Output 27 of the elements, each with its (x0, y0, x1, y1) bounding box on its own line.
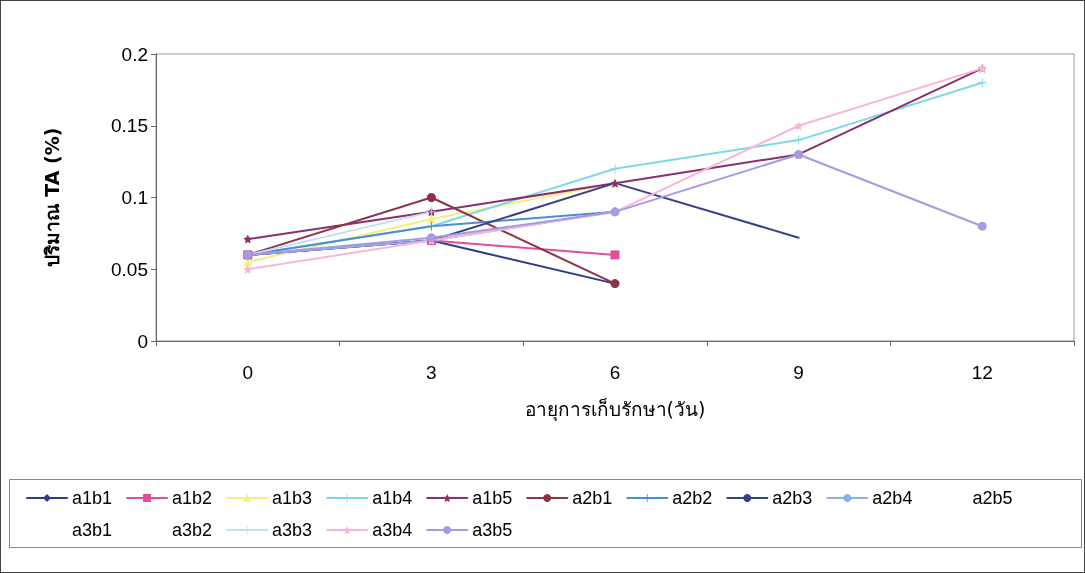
legend-label: a1b5 (472, 488, 513, 508)
legend-label: a3b4 (372, 520, 413, 540)
y-tick-label: 0.15 (111, 115, 148, 137)
x-tick-label: 12 (971, 362, 993, 383)
x-tick-label: 0 (242, 362, 254, 383)
text: a2b5 (972, 488, 1013, 508)
y-tick-label: 0.1 (121, 187, 148, 208)
x-axis-title: อายุการเก็บรักษา(วัน) (524, 396, 706, 422)
legend-label: a1b4 (372, 488, 413, 508)
legend-label: a3b5 (472, 520, 513, 540)
legend-label: a1b2 (172, 488, 213, 508)
x-tick-label: 6 (609, 362, 621, 383)
legend-label: a2b2 (672, 488, 713, 508)
legend-label: a3b3 (272, 520, 313, 540)
legend-label: a2b3 (772, 488, 813, 508)
y-tick-label: 0.2 (121, 43, 148, 65)
text: a3b1 (72, 520, 113, 540)
legend-label: a1b3 (272, 488, 313, 508)
y-tick-label: 0.05 (111, 258, 148, 280)
legend-label: a2b4 (872, 488, 913, 508)
y-axis-title: ปริมาณ TA (%) (40, 127, 63, 268)
y-tick-label: 0 (137, 330, 148, 352)
text: a3b2 (172, 520, 213, 540)
legend-label: a2b1 (572, 488, 613, 508)
x-tick-label: 3 (426, 362, 437, 383)
legend-label: a1b1 (72, 488, 113, 508)
x-tick-label: 9 (793, 362, 804, 383)
